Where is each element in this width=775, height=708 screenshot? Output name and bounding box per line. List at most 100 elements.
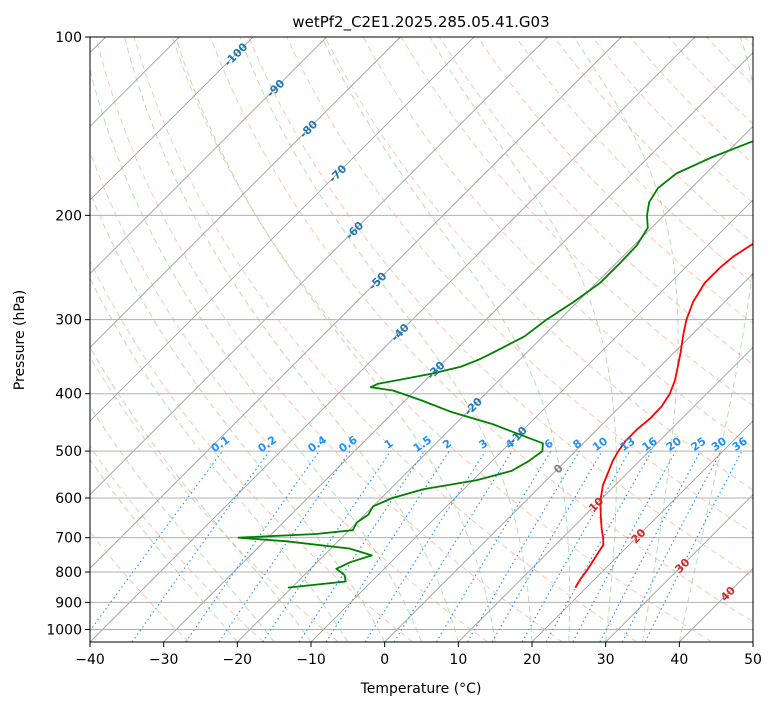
dry-adiabat	[90, 356, 339, 642]
background-lines	[90, 37, 753, 642]
x-tick-label: −30	[149, 652, 179, 668]
isotherm-label: -30	[424, 359, 447, 382]
warm-isotherm-label: 0	[551, 461, 566, 476]
dry-adiabat	[591, 37, 753, 204]
isotherm-line	[384, 273, 753, 642]
mixing-ratio-line	[572, 450, 677, 642]
x-tick-label: 40	[670, 652, 688, 668]
mixing-ratio-label: 2	[440, 437, 454, 452]
moist-adiabat	[90, 405, 275, 642]
dry-adiabat	[324, 37, 753, 491]
isotherm-line	[90, 37, 696, 642]
dry-adiabat	[90, 259, 414, 642]
isotherm-line	[531, 420, 753, 642]
x-axis-label: Temperature (°C)	[360, 681, 482, 697]
isotherm-label: -70	[326, 162, 349, 185]
mixing-ratio-line	[218, 450, 351, 642]
isotherm-label: -90	[264, 77, 287, 100]
moist-adiabat	[678, 37, 753, 642]
mixing-ratio-line	[644, 450, 743, 642]
moist-adiabat	[239, 37, 533, 642]
isotherm-line	[90, 37, 401, 348]
isotherm-line	[163, 52, 753, 642]
y-tick-label: 300	[55, 313, 82, 329]
mixing-ratio-line	[90, 450, 223, 632]
isotherm-line	[90, 37, 475, 422]
moist-adiabat	[90, 277, 349, 642]
x-tick-label: 10	[449, 652, 467, 668]
isotherm-line	[458, 346, 753, 642]
mixing-ratio-line	[185, 450, 320, 642]
isotherm-label: -20	[462, 395, 485, 418]
y-tick-label: 1000	[46, 622, 82, 638]
dry-adiabat	[90, 150, 488, 642]
x-tick-label: 50	[744, 652, 762, 668]
isotherm-line	[90, 37, 548, 496]
x-tick-label: 30	[597, 652, 615, 668]
mixing-ratio-line	[131, 450, 270, 642]
dry-adiabat	[668, 37, 753, 125]
y-tick-label: 200	[55, 208, 82, 224]
y-tick-label: 800	[55, 565, 82, 581]
dry-adiabat	[706, 37, 753, 86]
dry-adiabat	[95, 37, 563, 642]
isotherm-line	[90, 37, 622, 569]
isotherm-line	[90, 37, 254, 201]
moist-adiabat	[90, 190, 386, 642]
isotherm-line	[752, 641, 753, 642]
mixing-ratio-line	[364, 450, 486, 642]
y-tick-label: 600	[55, 491, 82, 507]
y-tick-label: 400	[55, 387, 82, 403]
dry-adiabat	[248, 37, 753, 578]
dry-adiabat	[90, 531, 190, 642]
mixing-ratio-line	[435, 450, 552, 642]
isotherm-label: -50	[366, 269, 389, 292]
profile-layer	[237, 139, 753, 589]
x-tick-label: 0	[380, 652, 389, 668]
mixing-ratio-line	[298, 450, 425, 642]
moist-adiabat	[90, 458, 238, 642]
isotherm-line	[237, 125, 753, 642]
dry-adiabat	[438, 37, 753, 366]
mixing-ratio-label: 0.6	[336, 433, 360, 455]
warm-isotherm-label: 20	[629, 526, 649, 546]
dewpoint-profile	[237, 139, 753, 589]
x-tick-label: −40	[75, 652, 105, 668]
moist-adiabat	[175, 37, 496, 642]
mixing-ratio-line	[393, 450, 513, 642]
mixing-ratio-line	[521, 450, 630, 642]
isotherm-label: -100	[222, 40, 251, 69]
mixing-ratio-label: 0.4	[306, 433, 330, 455]
isotherm-line	[90, 37, 327, 275]
mixing-ratio-line	[467, 450, 580, 642]
y-tick-label: 500	[55, 444, 82, 460]
plot-frame	[89, 36, 754, 643]
mixing-ratio-label: 6	[542, 437, 556, 452]
y-tick-label: 700	[55, 531, 82, 547]
dry-adiabat	[90, 445, 264, 642]
mixing-ratio-line	[599, 450, 701, 642]
isotherm-line	[679, 567, 753, 642]
warm-isotherm-label: 40	[718, 584, 738, 604]
moist-adiabat	[429, 37, 617, 642]
moist-adiabat	[124, 37, 459, 642]
warm-isotherm-label: 30	[672, 556, 692, 576]
axis-ticks: −40 −30 −20 −10 0 10 20 30 40 5010020030040050060…	[46, 30, 762, 668]
y-axis-label: Pressure (hPa)	[12, 290, 28, 390]
moist-adiabat	[321, 37, 571, 642]
x-tick-label: 20	[523, 652, 541, 668]
dry-adiabat	[553, 37, 753, 244]
x-tick-label: −20	[223, 652, 253, 668]
dry-adiabat	[210, 37, 753, 623]
moist-adiabat	[90, 346, 312, 642]
dry-adiabat	[515, 37, 753, 284]
isotherm-label: -80	[297, 118, 320, 141]
mixing-ratio-label: 0.1	[209, 433, 232, 455]
isotherm-line	[310, 199, 753, 642]
moist-adiabat	[90, 67, 422, 642]
temperature-profile	[574, 242, 753, 589]
isotherm-label: -60	[343, 219, 366, 242]
dry-adiabat	[744, 37, 753, 47]
isotherm-label: -40	[389, 321, 412, 344]
